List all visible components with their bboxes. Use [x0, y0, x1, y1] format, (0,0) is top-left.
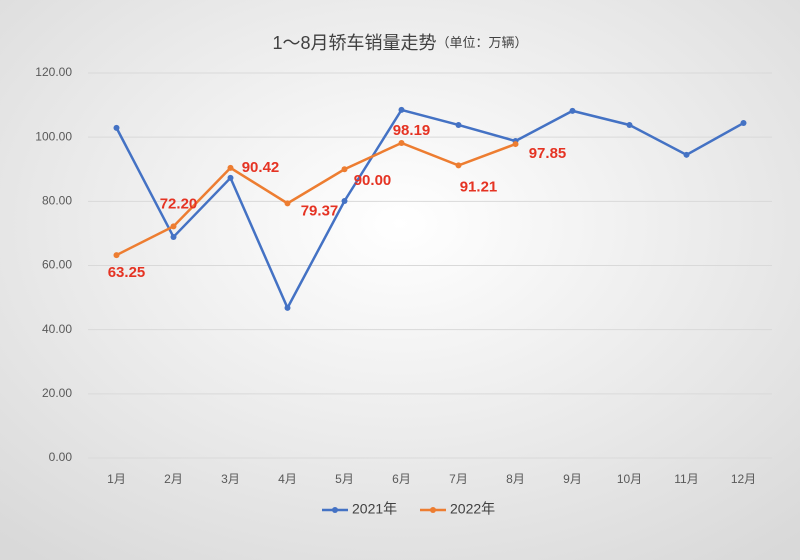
y-tick-label: 100.00: [35, 129, 72, 143]
y-tick-label: 20.00: [42, 386, 72, 400]
data-point: [455, 162, 462, 169]
legend-dot: [430, 507, 436, 513]
data-label: 91.21: [460, 178, 498, 195]
data-label: 90.00: [354, 172, 392, 189]
x-tick-label: 4月: [278, 472, 297, 486]
data-point: [284, 200, 291, 207]
data-point: [626, 121, 633, 128]
data-point: [284, 304, 291, 311]
data-point: [113, 252, 120, 259]
data-point: [170, 223, 177, 230]
data-label: 79.37: [301, 202, 339, 219]
x-tick-label: 8月: [506, 472, 525, 486]
y-tick-label: 40.00: [42, 322, 72, 336]
data-point: [455, 121, 462, 128]
data-point: [341, 166, 348, 173]
data-label: 63.25: [108, 264, 146, 281]
x-tick-label: 1月: [107, 472, 126, 486]
series-line: [115, 141, 516, 257]
x-tick-label: 12月: [731, 472, 756, 486]
x-tick-label: 9月: [563, 472, 582, 486]
x-tick-label: 6月: [392, 472, 411, 486]
x-tick-label: 2月: [164, 472, 183, 486]
data-label: 97.85: [529, 145, 567, 162]
x-tick-label: 3月: [221, 472, 240, 486]
legend-label: 2022年: [450, 501, 495, 517]
legend-label: 2021年: [352, 501, 397, 517]
data-point: [170, 233, 177, 240]
data-point: [683, 151, 690, 158]
y-tick-label: 80.00: [42, 194, 72, 208]
data-point: [113, 124, 120, 131]
title: 1～8月轿车销量走势: [272, 33, 436, 53]
data-point: [227, 174, 234, 181]
data-point: [227, 164, 234, 171]
x-tick-label: 11月: [674, 472, 698, 486]
data-label: 98.19: [393, 122, 431, 139]
series-line: [115, 108, 745, 311]
data-point: [341, 198, 348, 205]
x-tick-label: 7月: [449, 472, 468, 486]
x-tick-label: 5月: [335, 472, 354, 486]
subtitle: （单位：万辆）: [437, 35, 528, 50]
data-label: 72.20: [160, 195, 198, 212]
chart-title: 1～8月轿车销量走势（单位：万辆）: [272, 33, 527, 53]
data-point: [512, 141, 519, 148]
x-tick-label: 10月: [617, 472, 642, 486]
data-label: 90.42: [242, 159, 280, 176]
y-tick-label: 60.00: [42, 258, 72, 272]
data-point: [398, 106, 405, 113]
data-point: [569, 107, 576, 114]
legend-dot: [332, 507, 338, 513]
data-point: [398, 139, 405, 146]
y-tick-label: 120.00: [35, 65, 72, 79]
y-tick-label: 0.00: [49, 450, 73, 464]
data-point: [740, 120, 747, 127]
